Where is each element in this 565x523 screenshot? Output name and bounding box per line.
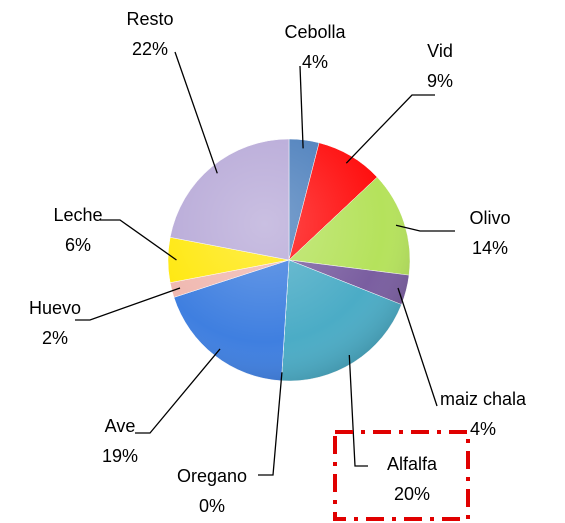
leader-line <box>258 372 283 476</box>
leader-line <box>397 287 438 407</box>
leader-line <box>345 94 435 164</box>
leader-line <box>348 354 368 467</box>
slice-value: 2% <box>42 328 68 348</box>
slice-name: Huevo <box>29 298 81 318</box>
highlight-box <box>333 430 470 521</box>
gloss <box>168 139 410 381</box>
leader-line <box>135 348 221 434</box>
slice-name: maiz chala <box>440 389 527 409</box>
slice-name: Vid <box>427 41 453 61</box>
slice-name: Resto <box>126 9 173 29</box>
slice-name: Oregano <box>177 466 247 486</box>
leader-line <box>299 65 304 149</box>
slice-value: 20% <box>394 484 430 504</box>
slice-value: 4% <box>302 52 328 72</box>
slice-name: Ave <box>105 416 136 436</box>
leader-line <box>174 51 218 174</box>
slice-value: 0% <box>199 496 225 516</box>
slice-value: 19% <box>102 446 138 466</box>
slice-value: 22% <box>132 39 168 59</box>
slice-value: 4% <box>470 419 496 439</box>
slice-value: 9% <box>427 71 453 91</box>
slice-name: Olivo <box>469 208 510 228</box>
leader-line <box>75 287 181 321</box>
leader-line <box>100 219 177 261</box>
slice-name: Cebolla <box>284 22 346 42</box>
leader-line <box>395 224 455 232</box>
pie <box>167 138 411 382</box>
slice-value: 6% <box>65 235 91 255</box>
slice-name: Alfalfa <box>387 454 438 474</box>
labels: Cebolla 4% Vid 9% Olivo 14% maiz chala 4% Alfalf… <box>29 9 527 516</box>
slice-value: 14% <box>472 238 508 258</box>
slice-name: Leche <box>53 205 102 225</box>
